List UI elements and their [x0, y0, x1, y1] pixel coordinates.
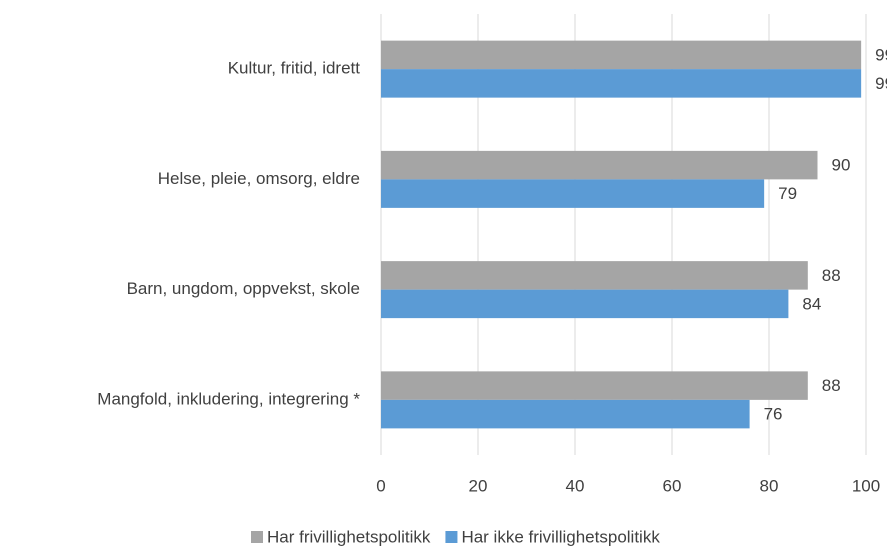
legend-label: Har ikke frivillighetspolitikk [461, 527, 660, 546]
bar [381, 261, 808, 290]
data-label: 99 [875, 74, 887, 93]
legend-swatch [445, 531, 458, 543]
data-label: 90 [832, 156, 851, 175]
bar [381, 371, 808, 400]
bar [381, 289, 789, 319]
data-label: 88 [822, 376, 841, 395]
bar [381, 399, 750, 429]
x-tick-label: 20 [469, 476, 488, 495]
bar [381, 40, 862, 70]
x-tick-label: 0 [376, 476, 385, 495]
bar [381, 69, 862, 98]
legend-label: Har frivillighetspolitikk [267, 527, 431, 546]
category-label: Helse, pleie, omsorg, eldre [158, 169, 360, 188]
data-label: 99 [875, 45, 887, 64]
data-label: 76 [764, 405, 783, 424]
bar [381, 150, 818, 180]
x-tick-label: 40 [566, 476, 585, 495]
data-label: 84 [802, 294, 821, 313]
data-label: 79 [778, 184, 797, 203]
category-label: Mangfold, inkludering, integrering * [97, 389, 360, 408]
x-tick-label: 80 [760, 476, 779, 495]
category-label: Kultur, fritid, idrett [228, 59, 361, 78]
data-label: 88 [822, 266, 841, 285]
category-label: Barn, ungdom, oppvekst, skole [127, 279, 360, 298]
x-tick-label: 100 [852, 476, 880, 495]
bar [381, 179, 765, 208]
legend-swatch [251, 531, 263, 543]
x-tick-label: 60 [663, 476, 682, 495]
